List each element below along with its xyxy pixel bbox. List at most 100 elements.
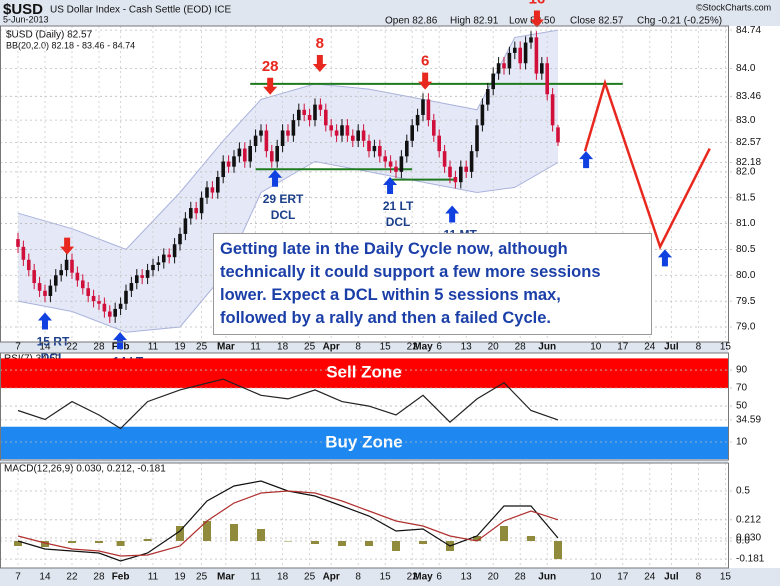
candle-body — [86, 288, 90, 296]
candle-body — [323, 109, 328, 126]
arrow — [268, 169, 283, 187]
x-tick-label: 25 — [196, 342, 208, 353]
y-tick-label: 79.5 — [736, 296, 756, 307]
x-tick-label: Mar — [217, 342, 235, 353]
candle-body — [340, 125, 344, 136]
candle-body — [458, 166, 463, 183]
candle-body — [496, 63, 501, 74]
note-line: Getting late in the Daily Cycle now, alt… — [220, 240, 568, 258]
candle-body — [523, 42, 528, 64]
histogram-bar — [337, 541, 346, 546]
y-tick-label: 83.0 — [736, 115, 756, 126]
histogram-bar — [143, 539, 152, 541]
panel-border — [0, 25, 729, 343]
axis-strip — [728, 26, 780, 568]
candle-body — [32, 270, 36, 284]
x-tick-label: 7 — [15, 572, 21, 583]
x-tick-label: 20 — [488, 572, 500, 583]
histogram-bar — [391, 541, 400, 551]
candle-body — [43, 290, 47, 296]
candle-body — [248, 145, 252, 162]
candle-body — [556, 127, 560, 143]
stat: High 82.91 — [450, 16, 499, 27]
histogram-bar — [40, 541, 49, 547]
x-tick-label: 28 — [515, 342, 527, 353]
candle-body — [286, 130, 290, 136]
candle-body — [161, 254, 166, 263]
arrow — [579, 151, 594, 169]
histogram-bar — [364, 541, 373, 546]
candle-body — [426, 99, 431, 121]
candle-body — [178, 233, 182, 245]
y-tick-label: 81.0 — [736, 218, 756, 229]
candle-body — [91, 295, 96, 302]
candle-body — [377, 145, 382, 157]
candle-body — [242, 148, 247, 162]
y-tick-label: 84.74 — [736, 25, 761, 36]
y-tick-label: 50 — [736, 401, 748, 412]
histogram-bar — [175, 526, 184, 541]
note-box: Getting late in the Daily Cycle now, alt… — [213, 233, 652, 335]
x-tick-label: 6 — [436, 572, 442, 583]
x-tick-label: Jun — [538, 572, 556, 583]
candle-body — [37, 283, 42, 291]
y-tick-label: 0.0 — [736, 536, 750, 547]
credit: ©StockCharts.com — [696, 2, 771, 12]
x-tick-label: 15 — [720, 572, 732, 583]
candle-body — [334, 130, 339, 136]
x-tick-label: 7 — [15, 342, 21, 353]
candle-body — [226, 161, 231, 167]
candle-body — [145, 270, 150, 278]
series-line — [17, 378, 559, 430]
y-tick-label: 0.212 — [736, 514, 761, 525]
candle-body — [437, 135, 441, 152]
candle-body — [307, 114, 312, 121]
candle-body — [399, 156, 404, 172]
x-tick-label: 22 — [66, 342, 78, 353]
candle-body — [388, 161, 393, 167]
candle-body — [134, 275, 139, 284]
candle-body — [275, 145, 279, 162]
x-tick-label: 20 — [488, 342, 500, 353]
candle-body — [237, 148, 242, 157]
panel-border — [0, 462, 729, 569]
y-tick-label: 82.18 — [736, 157, 761, 168]
x-tick-label: 28 — [93, 342, 105, 353]
chart-title: $USD — [3, 1, 43, 18]
candle-body — [469, 151, 474, 172]
candle-body — [540, 63, 544, 74]
zone-label: Buy Zone — [325, 432, 402, 451]
y-tick-label: 90 — [736, 365, 748, 376]
histogram-bar — [527, 536, 536, 541]
candle-body — [296, 109, 301, 121]
candle-body — [232, 156, 236, 167]
candle-body — [415, 114, 420, 126]
arrow — [383, 177, 398, 195]
arrow — [113, 332, 128, 350]
arrow-label: 21 LT — [383, 199, 414, 213]
candle-body — [172, 244, 177, 258]
x-tick-label: 19 — [174, 572, 186, 583]
candle-body — [485, 89, 490, 105]
histogram-bar — [229, 524, 238, 541]
candle-body — [313, 104, 317, 121]
candle-body — [480, 104, 485, 126]
candle-body — [421, 99, 425, 115]
candle-body — [205, 187, 209, 198]
y-tick-label: 80.0 — [736, 270, 756, 281]
x-tick-label: 15 — [380, 572, 392, 583]
arrow-label: 6 — [421, 53, 429, 70]
candle-body — [404, 140, 409, 157]
candle-body — [53, 275, 58, 286]
candle-body — [167, 254, 171, 258]
candle-body — [534, 37, 539, 74]
candle-body — [183, 218, 188, 234]
candle-body — [545, 63, 550, 95]
note-line: lower. Expect a DCL within 5 sessions ma… — [220, 286, 561, 304]
candle-body — [502, 63, 506, 69]
candle-body — [75, 272, 80, 281]
x-tick-label: 13 — [461, 572, 473, 583]
candle-body — [113, 308, 117, 317]
x-tick-label: 8 — [355, 572, 361, 583]
